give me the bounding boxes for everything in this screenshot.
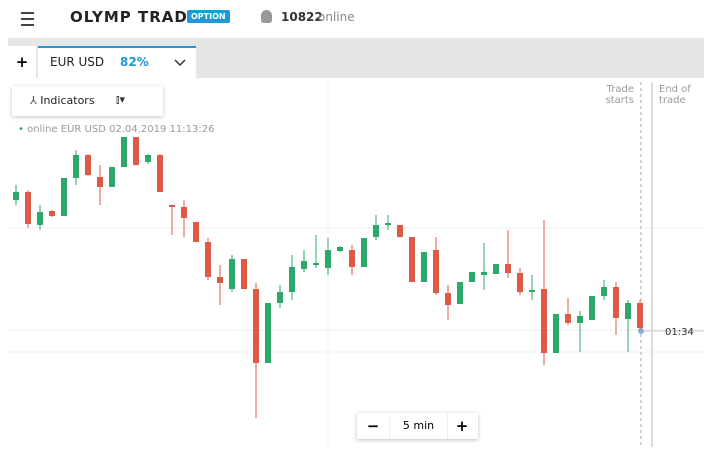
candle-body xyxy=(229,259,235,289)
asset-name: EUR USD xyxy=(50,55,105,69)
interval: 5 min xyxy=(389,413,448,439)
candle-body xyxy=(577,316,583,323)
trade-starts-label: Trade starts xyxy=(605,84,634,106)
zoom-in[interactable]: + xyxy=(455,417,469,435)
candle-body xyxy=(13,192,19,200)
candle-body xyxy=(145,155,151,162)
online-label: online xyxy=(318,10,355,24)
candle-body xyxy=(517,273,523,292)
candle-body xyxy=(277,292,283,303)
chart-type-button[interactable]: ⫾▾ xyxy=(116,93,126,106)
timestamp: 02.04.2019 11:13:26 xyxy=(109,124,215,135)
status: online EUR USD xyxy=(27,124,106,135)
candle-body xyxy=(481,272,487,275)
menu-button[interactable] xyxy=(21,12,34,26)
candle-body xyxy=(493,264,499,274)
candle-body xyxy=(349,250,355,267)
logo: OLYMP TRADE xyxy=(70,8,200,26)
candle-body xyxy=(265,303,271,363)
candle-body xyxy=(565,314,571,323)
candle-body xyxy=(505,264,511,273)
candle-body xyxy=(325,250,331,268)
add-tab[interactable]: + xyxy=(8,46,36,78)
candle-body xyxy=(457,282,463,304)
candle-body xyxy=(337,247,343,251)
payout: 82% xyxy=(120,55,149,69)
candle-body xyxy=(313,263,319,265)
top-bar: OLYMP TRADE OPTION 10822 online xyxy=(0,0,712,38)
chart-info: • online EUR USD 02.04.2019 11:13:26 xyxy=(18,124,215,135)
zoom-out[interactable]: − xyxy=(366,417,380,435)
candle-body xyxy=(289,267,295,292)
candle-body xyxy=(193,222,199,242)
asset-tab[interactable]: EUR USD 82% xyxy=(38,46,196,78)
dropdown-arrow xyxy=(174,59,186,67)
candle-body xyxy=(373,225,379,237)
candle-body xyxy=(133,137,139,165)
candle-body xyxy=(217,277,223,283)
candle-body xyxy=(169,205,175,207)
toolbar: ⅄ Indicators ⫾▾ xyxy=(12,86,163,116)
candle-body xyxy=(205,242,211,277)
candle-body xyxy=(157,155,163,192)
indicators-button[interactable]: ⅄ Indicators xyxy=(30,94,95,107)
candle-body xyxy=(469,272,475,282)
indicators-label: Indicators xyxy=(40,94,95,107)
candle-body xyxy=(409,237,415,282)
candle-body xyxy=(541,289,547,353)
candle-body xyxy=(37,212,43,225)
candle-body xyxy=(385,223,391,225)
candle-body xyxy=(25,192,31,224)
candle-body xyxy=(613,287,619,318)
candle-body xyxy=(61,178,67,216)
candle-body xyxy=(121,137,127,167)
candle-body xyxy=(589,296,595,320)
candle-body xyxy=(181,207,187,218)
candle-body xyxy=(445,293,451,305)
candle-body xyxy=(553,314,559,353)
candle-body xyxy=(109,167,115,187)
candle-body xyxy=(49,211,55,216)
candle-body xyxy=(97,177,103,187)
candle-body xyxy=(241,259,247,289)
candle-body xyxy=(433,250,439,293)
timer: 01:34 xyxy=(665,327,694,338)
candle-body xyxy=(253,289,259,363)
candle-body xyxy=(301,261,307,269)
candle-body xyxy=(397,225,403,237)
candle-body xyxy=(361,238,367,267)
candle-body xyxy=(601,287,607,296)
candle-body xyxy=(529,290,535,292)
badge: OPTION xyxy=(187,10,230,23)
candle-body xyxy=(85,155,91,175)
zoom-control: − 5 min + xyxy=(357,413,478,439)
candle-body xyxy=(73,155,79,178)
user-icon xyxy=(261,10,272,23)
end-of-trade-label: End of trade xyxy=(659,84,691,106)
tab-bar: + EUR USD 82% xyxy=(8,38,704,78)
candle-body xyxy=(625,303,631,319)
candle-body xyxy=(637,303,643,328)
online-count: 10822 xyxy=(281,10,323,24)
candle-body xyxy=(421,252,427,282)
price-dot xyxy=(638,328,644,334)
